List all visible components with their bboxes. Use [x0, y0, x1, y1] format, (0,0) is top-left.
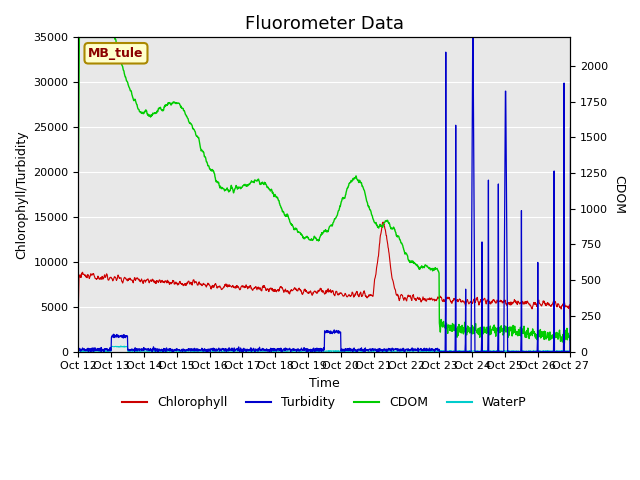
Y-axis label: Chlorophyll/Turbidity: Chlorophyll/Turbidity — [15, 130, 28, 259]
X-axis label: Time: Time — [309, 377, 340, 390]
Title: Fluorometer Data: Fluorometer Data — [245, 15, 404, 33]
Legend: Chlorophyll, Turbidity, CDOM, WaterP: Chlorophyll, Turbidity, CDOM, WaterP — [117, 391, 532, 414]
Text: MB_tule: MB_tule — [88, 47, 144, 60]
Y-axis label: CDOM: CDOM — [612, 175, 625, 214]
